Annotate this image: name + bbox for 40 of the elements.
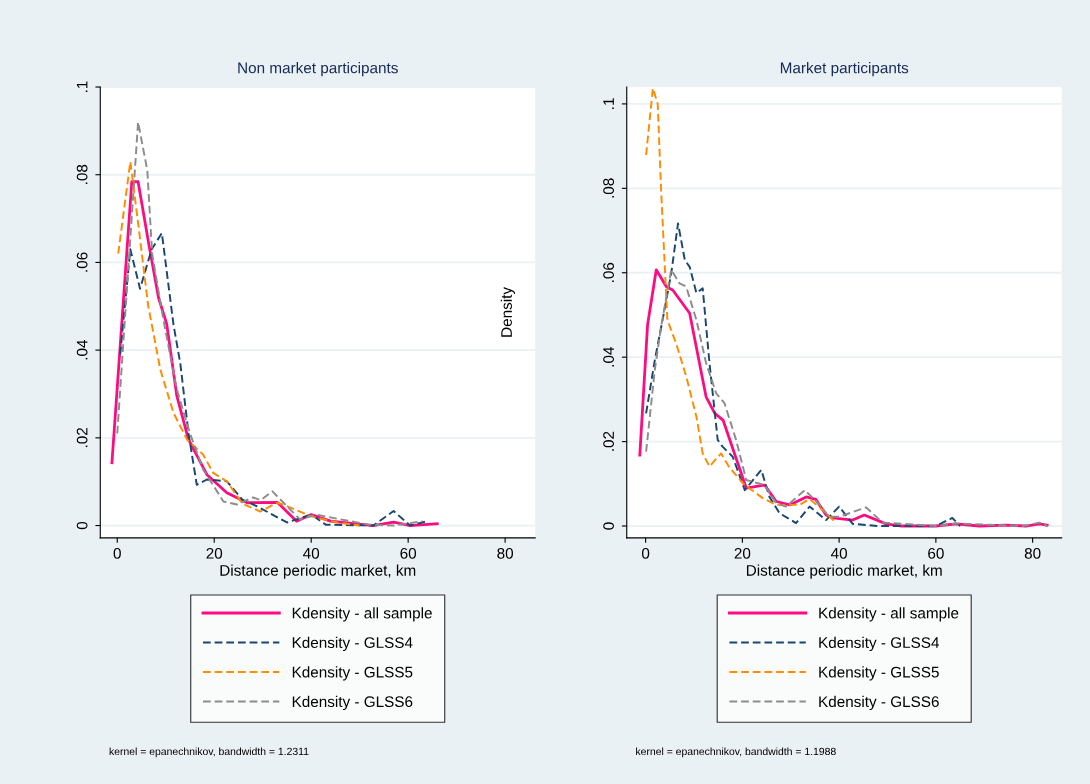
legend-label: Kdensity - GLSS5 [819, 666, 939, 681]
legend-label: Kdensity - GLSS6 [292, 695, 413, 711]
x-tick-label: 80 [1024, 547, 1041, 559]
line-series [116, 121, 424, 527]
legend-label: Kdensity - all sample [292, 607, 432, 622]
y-tick-label: 0 [76, 521, 88, 530]
y-tick-label: .04 [603, 346, 615, 367]
legend-label: Kdensity - GLSS4 [292, 636, 413, 652]
x-tick-label: 60 [400, 547, 417, 559]
legend-label: Kdensity - GLSS4 [819, 636, 940, 652]
line-series [645, 222, 962, 527]
x-tick-label: 80 [497, 547, 514, 559]
y-tick-label: .06 [603, 262, 615, 282]
chart-title: Non market participants [238, 62, 398, 77]
x-tick-label: 20 [206, 547, 223, 559]
y-axis-title: Density [500, 286, 515, 337]
chart-title: Market participants [780, 62, 909, 77]
y-tick-label: .1 [603, 98, 614, 109]
x-axis-title: Distance periodic market, km [746, 564, 942, 579]
x-tick-label: 0 [113, 547, 121, 559]
y-tick-label: .02 [603, 431, 615, 451]
y-tick-label: .1 [76, 81, 88, 92]
x-tick-label: 40 [303, 547, 320, 559]
y-tick-label: .04 [76, 339, 88, 360]
text: kernel = epanechnikov, bandwidth = 1.1988 [636, 747, 836, 758]
x-axis-title: Distance periodic market, km [220, 564, 416, 579]
line-series [117, 160, 361, 527]
legend-label: Kdensity - GLSS5 [292, 666, 413, 681]
legend-label: Kdensity - all sample [819, 607, 959, 622]
x-tick-label: 0 [641, 547, 650, 559]
y-tick-label: .08 [603, 178, 615, 198]
y-tick-label: .02 [76, 427, 88, 448]
y-tick-label: 0 [603, 522, 615, 530]
y-tick-label: .06 [76, 252, 88, 272]
x-tick-label: 40 [830, 547, 848, 559]
text: kernel = epanechnikov, bandwidth = 1.2311 [109, 747, 309, 758]
y-tick-label: .08 [76, 164, 88, 184]
legend-label: Kdensity - GLSS6 [819, 695, 939, 711]
x-tick-label: 20 [734, 547, 751, 559]
x-tick-label: 60 [928, 547, 944, 559]
